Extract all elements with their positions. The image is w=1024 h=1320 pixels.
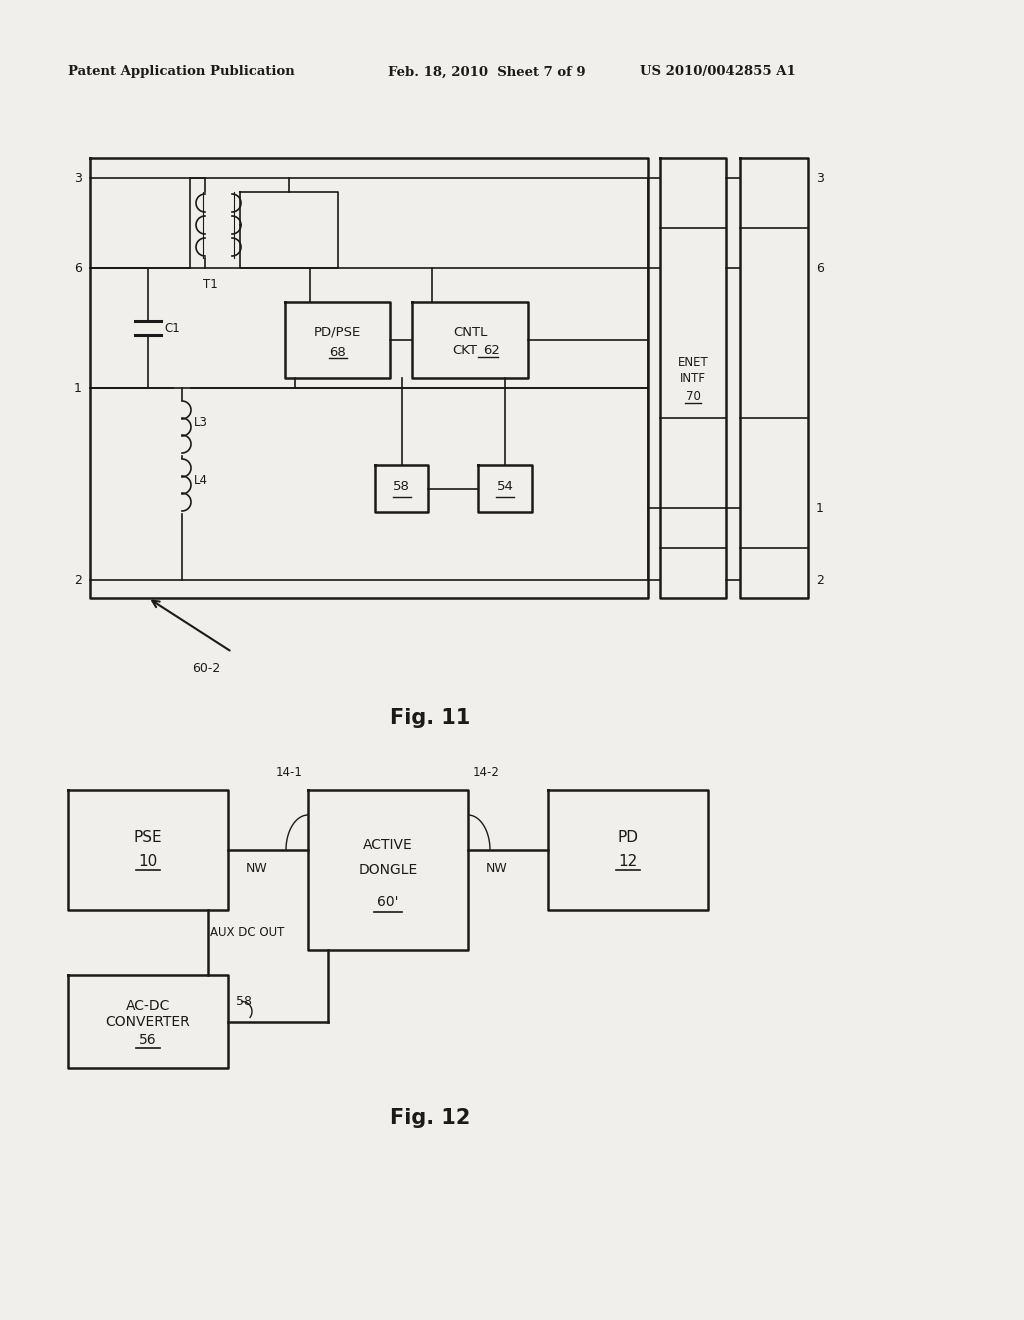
Text: US 2010/0042855 A1: US 2010/0042855 A1 — [640, 66, 796, 78]
Text: 10: 10 — [138, 854, 158, 870]
Text: PD/PSE: PD/PSE — [314, 326, 361, 338]
Text: CONVERTER: CONVERTER — [105, 1015, 190, 1028]
Text: AUX DC OUT: AUX DC OUT — [210, 925, 285, 939]
Text: 6: 6 — [74, 261, 82, 275]
Text: INTF: INTF — [680, 371, 706, 384]
Text: AC-DC: AC-DC — [126, 998, 170, 1012]
Text: 2: 2 — [816, 573, 824, 586]
Text: 62: 62 — [483, 343, 501, 356]
Text: Fig. 12: Fig. 12 — [390, 1107, 470, 1129]
Text: 14-2: 14-2 — [473, 766, 500, 779]
Text: Patent Application Publication: Patent Application Publication — [68, 66, 295, 78]
Text: ACTIVE: ACTIVE — [364, 838, 413, 851]
Text: NW: NW — [486, 862, 508, 874]
Text: 54: 54 — [497, 480, 513, 492]
Text: CNTL: CNTL — [453, 326, 487, 338]
Text: 60-2: 60-2 — [193, 661, 220, 675]
Text: 1: 1 — [816, 502, 824, 515]
Text: 2: 2 — [74, 573, 82, 586]
Text: 3: 3 — [74, 172, 82, 185]
Text: ENET: ENET — [678, 355, 709, 368]
Text: DONGLE: DONGLE — [358, 863, 418, 876]
Text: PSE: PSE — [134, 830, 163, 846]
Text: 60': 60' — [377, 895, 398, 909]
Text: L3: L3 — [194, 416, 208, 429]
Text: Fig. 11: Fig. 11 — [390, 708, 470, 729]
Text: 1: 1 — [74, 381, 82, 395]
Text: NW: NW — [246, 862, 267, 874]
Text: 70: 70 — [685, 389, 700, 403]
Text: 56: 56 — [139, 1032, 157, 1047]
Text: PD: PD — [617, 830, 639, 846]
Text: 3: 3 — [816, 172, 824, 185]
Text: L4: L4 — [194, 474, 208, 487]
Text: CKT: CKT — [453, 343, 477, 356]
Text: 68: 68 — [329, 346, 346, 359]
Text: 58: 58 — [393, 480, 410, 492]
Text: C1: C1 — [164, 322, 180, 334]
Text: 6: 6 — [816, 261, 824, 275]
Text: 58: 58 — [236, 995, 252, 1008]
Text: 12: 12 — [618, 854, 638, 870]
Text: 14-1: 14-1 — [276, 766, 303, 779]
Text: T1: T1 — [203, 279, 218, 290]
Text: Feb. 18, 2010  Sheet 7 of 9: Feb. 18, 2010 Sheet 7 of 9 — [388, 66, 586, 78]
